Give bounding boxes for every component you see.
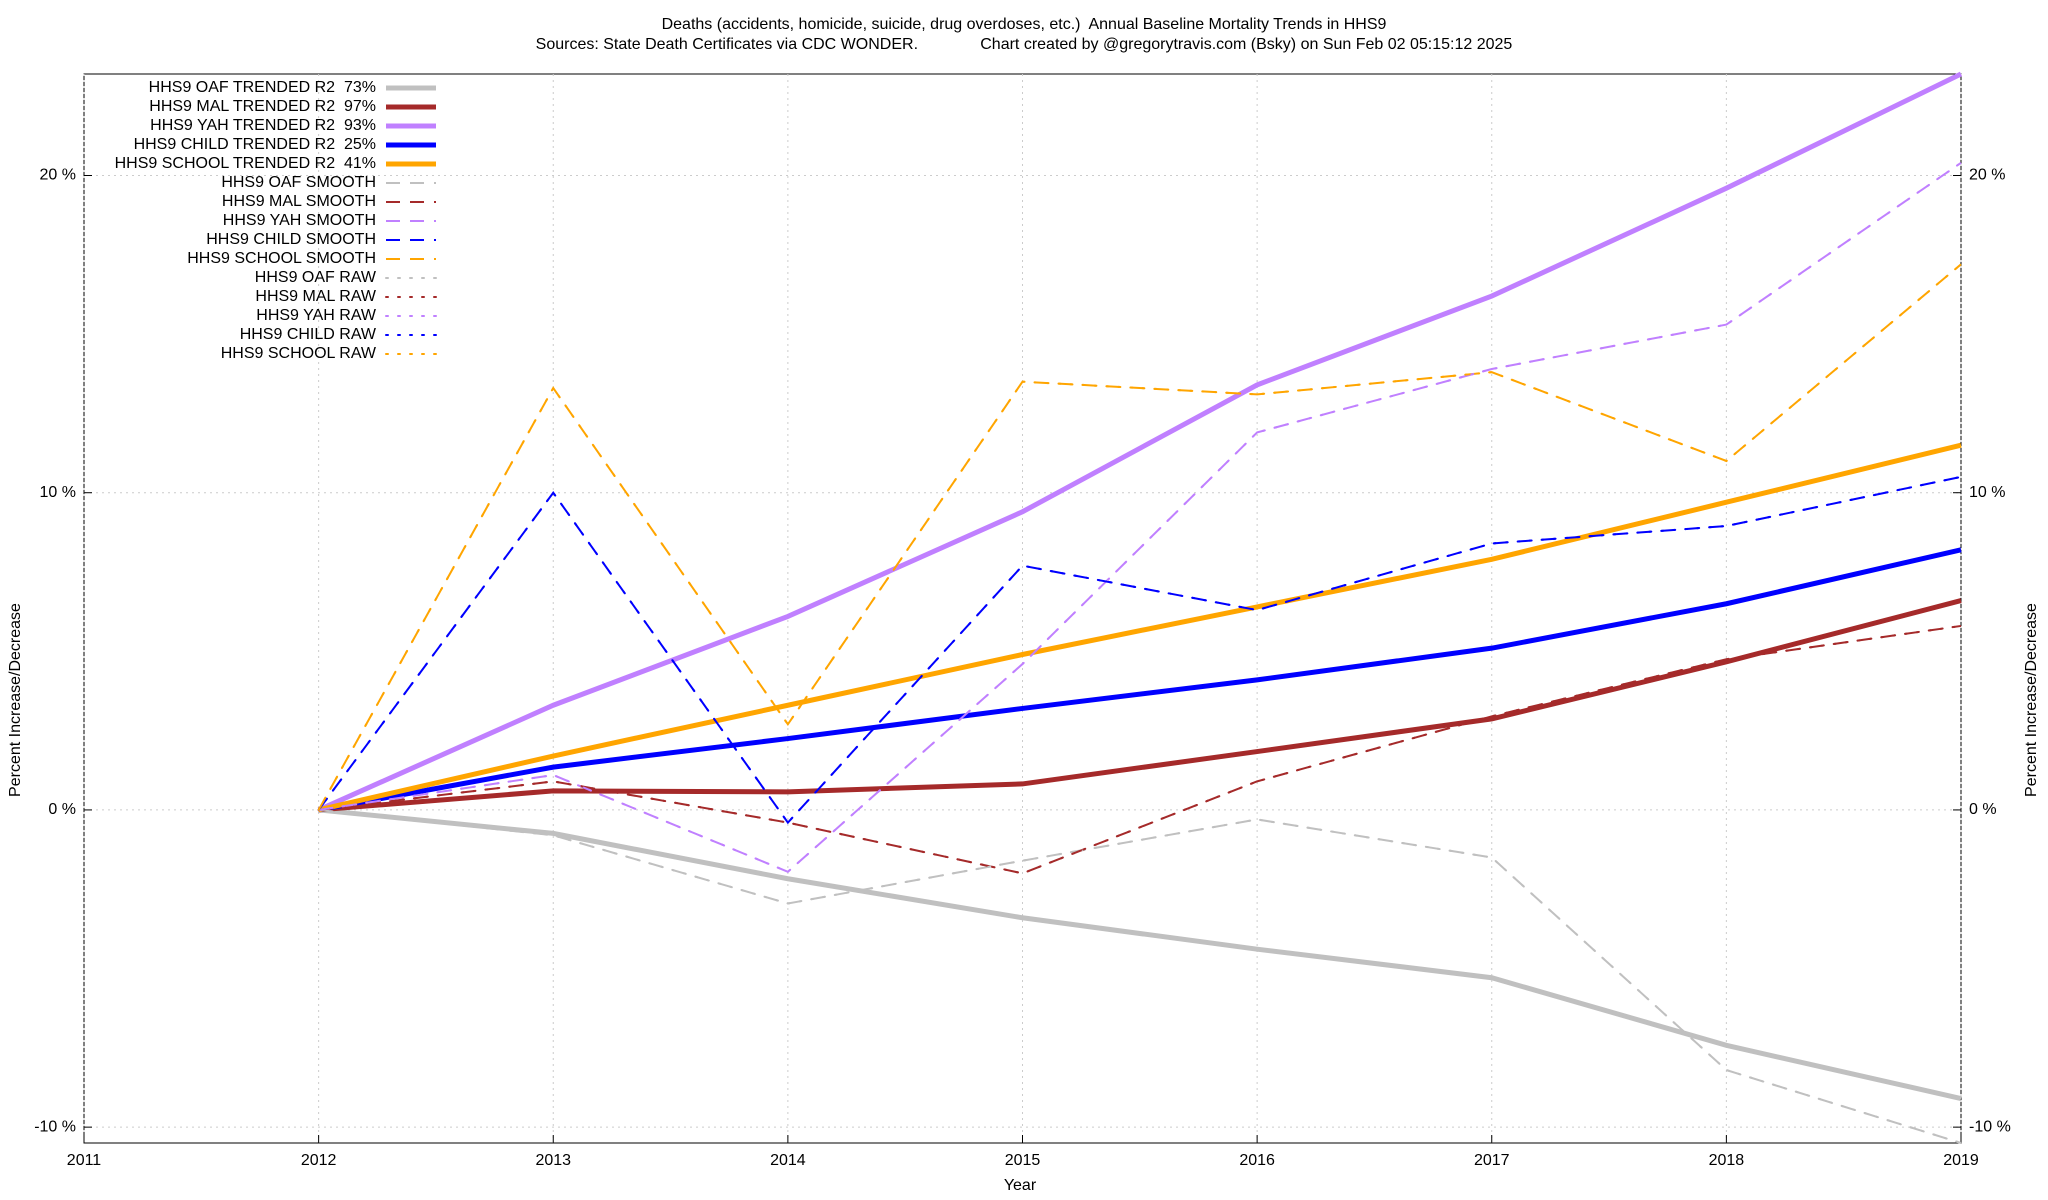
y-tick-label: 10 % (40, 484, 76, 501)
legend-label: HHS9 CHILD RAW (240, 326, 377, 343)
legend-label: HHS9 OAF SMOOTH (221, 174, 376, 191)
series-line (317, 263, 1962, 811)
series-line (317, 624, 1962, 875)
x-tick-label: 2018 (1709, 1152, 1745, 1169)
x-tick-label: 2014 (770, 1152, 806, 1169)
x-tick-label: 2011 (67, 1152, 102, 1169)
series-line (318, 442, 1962, 813)
chart-title: Deaths (accidents, homicide, suicide, dr… (662, 16, 1387, 33)
series-line (317, 71, 1963, 813)
series-line (318, 807, 1962, 1102)
x-tick-label: 2019 (1943, 1152, 1979, 1169)
y2-tick-label: 0 % (1969, 801, 1997, 818)
series-line (318, 598, 1962, 813)
series-line (317, 808, 1962, 1144)
legend-label: HHS9 SCHOOL TRENDED R2 41% (115, 155, 376, 172)
x-tick-label: 2012 (301, 1152, 337, 1169)
y2-tick-label: 20 % (1969, 167, 2005, 184)
y-tick-label: -10 % (34, 1118, 76, 1135)
legend-label: HHS9 OAF RAW (255, 269, 377, 286)
y-tick-label: 0 % (48, 801, 76, 818)
x-axis-label: Year (1004, 1177, 1037, 1194)
legend-label: HHS9 YAH SMOOTH (223, 212, 376, 229)
legend-label: HHS9 CHILD SMOOTH (206, 231, 376, 248)
y-tick-label: 20 % (40, 167, 76, 184)
series-line (317, 475, 1962, 825)
legend-label: HHS9 OAF TRENDED R2 73% (149, 79, 376, 96)
series-line (317, 475, 1962, 825)
legend-label: HHS9 YAH TRENDED R2 93% (150, 117, 376, 134)
legend-label: HHS9 SCHOOL RAW (221, 345, 377, 362)
series-line (318, 161, 1962, 873)
y-axis-label: Percent Increase/Decrease (7, 603, 24, 797)
series-line (318, 808, 1962, 1144)
series-line (317, 263, 1962, 811)
legend-label: HHS9 MAL RAW (255, 288, 377, 305)
y2-axis-label: Percent Increase/Decrease (2023, 603, 2040, 797)
legend-label: HHS9 CHILD TRENDED R2 25% (134, 136, 376, 153)
legend-label: HHS9 YAH RAW (256, 307, 377, 324)
legend-label: HHS9 MAL TRENDED R2 97% (149, 98, 376, 115)
x-tick-label: 2017 (1474, 1152, 1510, 1169)
legend-label: HHS9 SCHOOL SMOOTH (187, 250, 376, 267)
x-tick-label: 2013 (535, 1152, 571, 1169)
x-tick-label: 2016 (1239, 1152, 1275, 1169)
chart-subtitle: Sources: State Death Certificates via CD… (536, 36, 1513, 53)
y2-tick-label: 10 % (1969, 484, 2005, 501)
series-line (318, 547, 1962, 813)
y2-tick-label: -10 % (1969, 1118, 2011, 1135)
x-tick-label: 2015 (1005, 1152, 1041, 1169)
legend-label: HHS9 MAL SMOOTH (222, 193, 376, 210)
